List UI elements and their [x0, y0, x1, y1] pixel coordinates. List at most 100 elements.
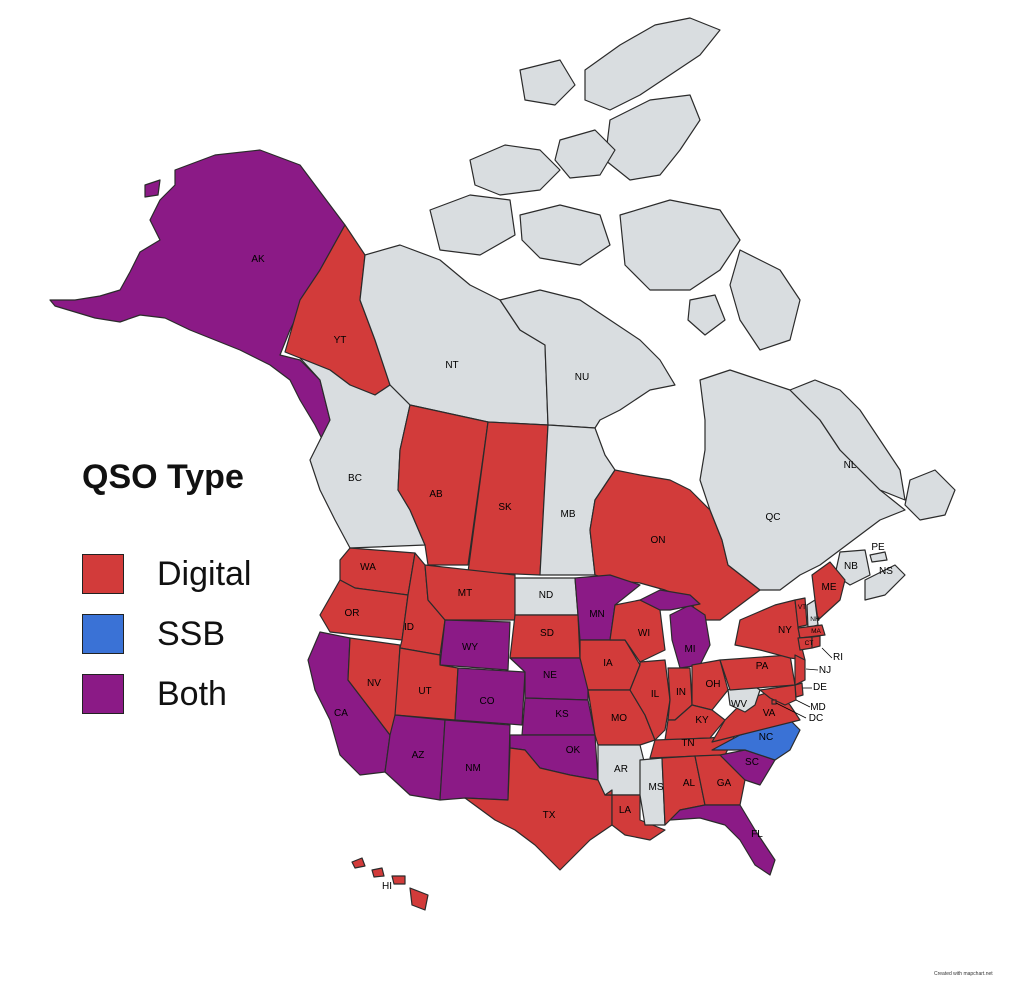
- region-co: [454, 667, 526, 726]
- region-ri: [811, 635, 821, 649]
- region-hi: [371, 867, 385, 878]
- label-on: ON: [651, 535, 666, 546]
- legend-swatch-digital: [82, 554, 124, 594]
- arctic-island: [619, 199, 741, 291]
- label-md: MD: [810, 702, 826, 713]
- region-nu: [499, 289, 676, 429]
- label-mo: MO: [611, 713, 627, 724]
- label-wv: WV: [731, 699, 747, 710]
- label-in: IN: [676, 687, 686, 698]
- region-ny: [734, 599, 806, 661]
- label-nj: NJ: [819, 665, 831, 676]
- label-ga: GA: [717, 778, 732, 789]
- label-nv: NV: [367, 678, 381, 689]
- region-dc: [771, 699, 777, 705]
- legend-swatch-both: [82, 674, 124, 714]
- label-nt: NT: [445, 360, 458, 371]
- region-hi: [391, 875, 406, 885]
- region-oh: [691, 659, 729, 711]
- label-pe: PE: [871, 542, 885, 553]
- label-ms: MS: [649, 782, 664, 793]
- region-fl: [669, 804, 776, 876]
- label-ut: UT: [418, 686, 431, 697]
- arctic-island: [554, 129, 616, 179]
- label-nb: NB: [844, 561, 858, 572]
- label-ny: NY: [778, 625, 792, 636]
- label-wi: WI: [638, 628, 650, 639]
- region-ma: [797, 624, 826, 639]
- label-mi: MI: [684, 644, 695, 655]
- arctic-island: [584, 17, 721, 111]
- label-ks: KS: [555, 709, 569, 720]
- leader-lines: [775, 647, 833, 719]
- label-ct: CT: [805, 640, 814, 647]
- label-co: CO: [480, 696, 495, 707]
- label-wa: WA: [360, 562, 376, 573]
- label-nd: ND: [539, 590, 553, 601]
- legend-item-digital: Digital: [82, 552, 251, 596]
- label-ri: RI: [833, 652, 843, 663]
- region-labels: AK YT NT NU BC AB SK MB ON QC NL NB PE NS WA OR CA NV ID MT…: [251, 254, 893, 892]
- regions: [49, 149, 956, 911]
- label-de: DE: [813, 682, 827, 693]
- label-wy: WY: [462, 642, 478, 653]
- region-hi: [351, 857, 366, 869]
- region-mt: [424, 564, 516, 621]
- label-va: VA: [763, 708, 776, 719]
- region-on: [589, 469, 761, 621]
- region-mi: [669, 604, 711, 669]
- label-oh: OH: [706, 679, 721, 690]
- label-hi: HI: [382, 881, 392, 892]
- region-md: [759, 684, 797, 706]
- region-tx: [464, 747, 613, 871]
- arctic-islands: [429, 17, 801, 351]
- arctic-island: [519, 204, 611, 266]
- label-tx: TX: [543, 810, 556, 821]
- label-ia: IA: [603, 658, 613, 669]
- label-dc: DC: [809, 713, 823, 724]
- region-wy: [439, 619, 511, 671]
- label-nm: NM: [465, 763, 481, 774]
- region-ak: [49, 149, 346, 446]
- label-id: ID: [404, 622, 414, 633]
- label-ab: AB: [429, 489, 443, 500]
- label-ne: NE: [543, 670, 557, 681]
- legend-label-both: Both: [157, 674, 227, 713]
- label-ns: NS: [879, 566, 893, 577]
- label-fl: FL: [751, 829, 763, 840]
- label-or: OR: [345, 608, 360, 619]
- arctic-island: [687, 294, 726, 336]
- region-ms: [639, 757, 666, 826]
- region-ns: [864, 564, 906, 601]
- label-pa: PA: [756, 661, 769, 672]
- arctic-island: [729, 249, 801, 351]
- label-vt: VT: [798, 604, 806, 611]
- arctic-island: [469, 144, 561, 196]
- label-yt: YT: [334, 335, 347, 346]
- label-me: ME: [822, 582, 837, 593]
- legend-swatch-ssb: [82, 614, 124, 654]
- legend-label-digital: Digital: [157, 554, 252, 593]
- label-ok: OK: [566, 745, 581, 756]
- region-nl: [904, 469, 956, 521]
- label-tn: TN: [681, 738, 694, 749]
- region-vt: [794, 597, 808, 628]
- label-nu: NU: [575, 372, 589, 383]
- arctic-island: [519, 59, 576, 106]
- label-sc: SC: [745, 757, 759, 768]
- label-la: LA: [619, 805, 632, 816]
- label-mn: MN: [589, 609, 605, 620]
- label-qc: QC: [766, 512, 781, 523]
- label-sd: SD: [540, 628, 554, 639]
- legend-item-ssb: SSB: [82, 612, 225, 656]
- label-nc: NC: [759, 732, 773, 743]
- label-nl: NL: [844, 460, 857, 471]
- label-ar: AR: [614, 764, 628, 775]
- label-ak: AK: [251, 254, 265, 265]
- label-sk: SK: [498, 502, 512, 513]
- label-az: AZ: [412, 750, 425, 761]
- label-nh: NH: [810, 616, 820, 623]
- label-il: IL: [651, 689, 660, 700]
- label-mt: MT: [458, 588, 472, 599]
- region-ak: [144, 179, 161, 198]
